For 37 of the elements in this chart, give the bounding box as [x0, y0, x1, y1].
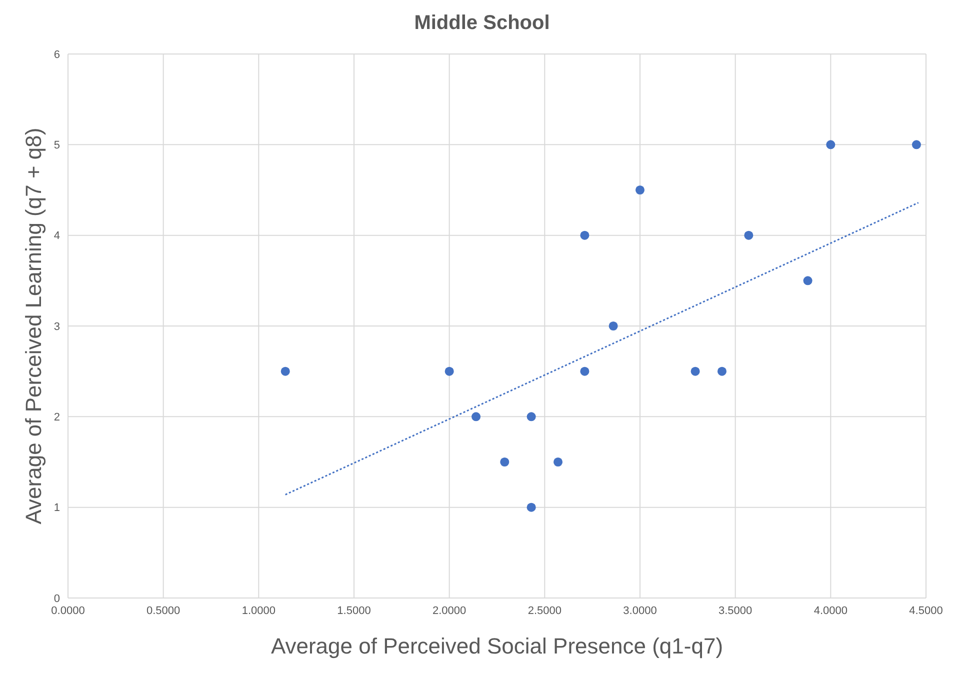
y-tick-label: 2 [54, 412, 60, 424]
point [608, 321, 618, 331]
point [803, 276, 812, 286]
point [526, 502, 536, 512]
point [717, 366, 726, 376]
x-tick-label: 1.0000 [242, 604, 276, 617]
point [690, 366, 700, 376]
point [580, 230, 590, 240]
x-tick-label: 3.5000 [718, 604, 752, 617]
y-tick-label: 1 [54, 502, 60, 514]
x-tick-label: 4.5000 [909, 604, 943, 617]
point [580, 366, 590, 376]
y-tick-label: 6 [54, 48, 60, 61]
y-tick-label: 3 [54, 320, 60, 333]
point [526, 412, 536, 422]
point [744, 230, 754, 240]
y-tick-label: 4 [54, 230, 60, 242]
x-tick-label: 3.0000 [623, 604, 657, 617]
x-axis-title: Average of Perceived Social Presence (q1-q7) [270, 634, 724, 659]
point [826, 140, 836, 150]
y-axis-title: Average of Perceived Learning (q7 + q8) [20, 128, 46, 524]
x-tick-label: 2.5000 [528, 604, 562, 617]
point [554, 457, 563, 467]
x-tick-label: 0.0000 [51, 604, 85, 617]
point [280, 366, 290, 376]
point [912, 140, 921, 150]
x-tick-label: 1.5000 [337, 604, 371, 617]
point [635, 185, 645, 195]
point [472, 412, 481, 422]
x-tick-label: 2.0000 [432, 604, 466, 617]
x-tick-label: 4.0000 [814, 604, 848, 617]
y-tick-label: 0 [54, 592, 60, 605]
point [500, 457, 510, 467]
chart-title: Middle School [413, 11, 551, 36]
point [444, 366, 454, 376]
x-tick-label: 0.5000 [146, 604, 180, 617]
y-tick-label: 5 [54, 140, 60, 152]
